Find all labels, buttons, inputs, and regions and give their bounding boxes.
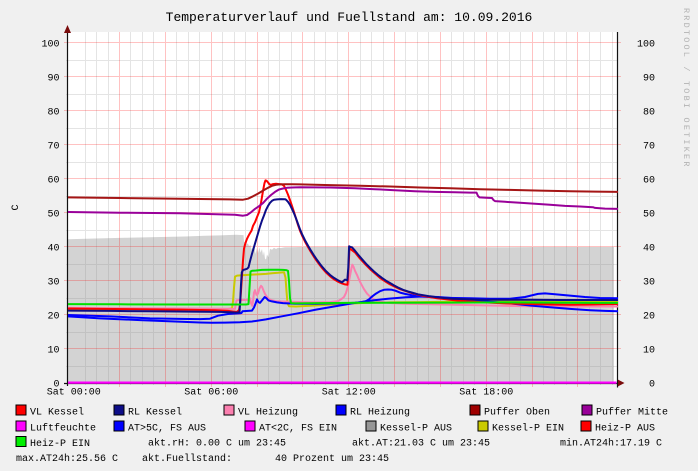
svg-text:akt.AT:21.03 C um 23:45: akt.AT:21.03 C um 23:45 — [352, 438, 490, 450]
svg-text:AT>5C, FS AUS: AT>5C, FS AUS — [128, 424, 206, 435]
svg-text:40: 40 — [47, 244, 59, 255]
svg-text:Puffer Oben: Puffer Oben — [484, 407, 550, 419]
svg-text:40: 40 — [643, 244, 655, 255]
svg-text:70: 70 — [643, 142, 655, 153]
svg-text:0: 0 — [53, 380, 59, 391]
svg-text:0: 0 — [649, 380, 655, 391]
svg-text:RL Heizung: RL Heizung — [350, 407, 410, 419]
svg-text:RL Kessel: RL Kessel — [128, 407, 182, 419]
svg-text:60: 60 — [47, 176, 59, 187]
svg-text:akt.rH: 0.00 C um 23:45: akt.rH: 0.00 C um 23:45 — [148, 438, 286, 450]
svg-text:Kessel-P EIN: Kessel-P EIN — [492, 423, 564, 435]
svg-text:Sat 06:00: Sat 06:00 — [184, 388, 238, 399]
svg-text:30: 30 — [643, 278, 655, 289]
svg-text:70: 70 — [47, 142, 59, 153]
svg-text:20: 20 — [643, 312, 655, 323]
svg-text:Sat 12:00: Sat 12:00 — [322, 388, 376, 399]
svg-text:Puffer Mitte: Puffer Mitte — [596, 407, 668, 419]
svg-text:90: 90 — [643, 74, 655, 85]
svg-text:RRDTOOL / TOBI OETIKER: RRDTOOL / TOBI OETIKER — [681, 8, 691, 169]
svg-text:Heiz-P EIN: Heiz-P EIN — [30, 438, 90, 450]
svg-text:80: 80 — [47, 108, 59, 119]
svg-text:100: 100 — [637, 40, 655, 51]
svg-text:60: 60 — [643, 176, 655, 187]
svg-text:akt.Fuellstand:: akt.Fuellstand: — [142, 453, 232, 465]
svg-text:Heiz-P AUS: Heiz-P AUS — [595, 423, 655, 435]
svg-text:Kessel-P AUS: Kessel-P AUS — [380, 423, 452, 435]
svg-text:30: 30 — [47, 278, 59, 289]
svg-text:VL Heizung: VL Heizung — [238, 407, 298, 419]
svg-text:Sat 00:00: Sat 00:00 — [47, 388, 101, 399]
svg-text:min.AT24h:17.19 C: min.AT24h:17.19 C — [560, 438, 662, 450]
svg-text:10: 10 — [643, 346, 655, 357]
svg-text:100: 100 — [41, 40, 59, 51]
svg-text:20: 20 — [47, 312, 59, 323]
svg-text:80: 80 — [643, 108, 655, 119]
svg-text:Sat 18:00: Sat 18:00 — [459, 388, 513, 399]
svg-text:AT<2C, FS EIN: AT<2C, FS EIN — [259, 424, 337, 435]
svg-text:C: C — [11, 204, 22, 210]
svg-text:max.AT24h:25.56 C: max.AT24h:25.56 C — [16, 453, 118, 465]
svg-text:40 Prozent um 23:45: 40 Prozent um 23:45 — [275, 454, 389, 465]
svg-text:Luftfeuchte: Luftfeuchte — [30, 423, 96, 435]
svg-text:Temperaturverlauf und Fuellsta: Temperaturverlauf und Fuellstand am: 10.… — [166, 10, 533, 25]
svg-text:90: 90 — [47, 74, 59, 85]
svg-text:10: 10 — [47, 346, 59, 357]
svg-text:VL Kessel: VL Kessel — [30, 407, 84, 419]
svg-text:50: 50 — [643, 210, 655, 221]
svg-text:50: 50 — [47, 210, 59, 221]
